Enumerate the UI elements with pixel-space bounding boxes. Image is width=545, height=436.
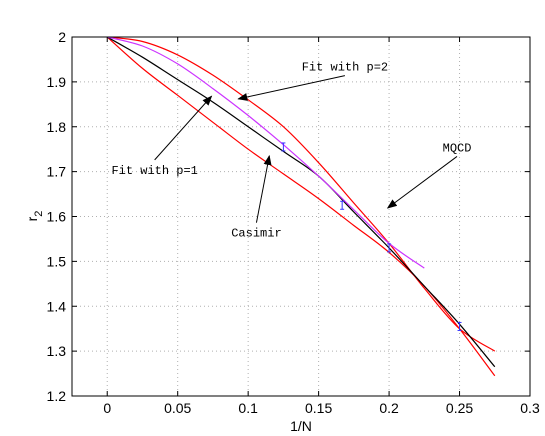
x-tick-label: 0.1 — [238, 400, 258, 416]
y-axis-label-subscript: 2 — [33, 211, 45, 217]
y-tick-label: 1.9 — [47, 74, 67, 90]
y-axis-label-main: r — [24, 216, 40, 221]
annotation-arrow — [386, 156, 458, 209]
y-tick-label: 1.7 — [47, 164, 67, 180]
x-axis-label: 1/N — [290, 418, 312, 434]
annotation-label: Fit with p=2 — [302, 61, 388, 75]
x-tick-label: 0.15 — [305, 400, 332, 416]
y-tick-label: 1.6 — [47, 209, 67, 225]
annotation-label: Fit with p=1 — [111, 164, 197, 178]
y-tick-label: 1.5 — [47, 253, 67, 269]
annotation-arrow — [255, 154, 272, 223]
y-tick-label: 1.4 — [47, 298, 67, 314]
series-line-1 — [107, 37, 496, 352]
y-axis-label: r2 — [24, 211, 45, 222]
x-tick-label: 0 — [103, 400, 111, 416]
y-tick-label: 1.8 — [47, 119, 67, 135]
annotation-arrow — [237, 75, 346, 101]
y-tick-label: 2 — [58, 29, 66, 45]
annotation-label: Casimir — [231, 227, 281, 241]
axis-ticks: 0 0.05 0.1 0.15 0.2 0.25 0.3 1.2 1.3 1.4 1.5 1.6 1.7… — [47, 29, 540, 416]
series-line-3 — [106, 37, 496, 368]
series-lines — [106, 37, 496, 377]
annotations: Fit with p=2 Fit with p=1 MQCD Casimir — [111, 61, 471, 241]
y-tick-label: 1.2 — [47, 388, 67, 404]
annotation-label: MQCD — [443, 141, 472, 155]
x-tick-label: 0.05 — [164, 400, 191, 416]
y-tick-label: 1.3 — [47, 343, 67, 359]
series-line-4 — [107, 37, 425, 269]
x-tick-label: 0.25 — [446, 400, 473, 416]
x-tick-label: 0.3 — [520, 400, 540, 416]
svg-text:r2: r2 — [24, 211, 45, 222]
annotation-arrow — [154, 95, 213, 161]
data-points — [281, 142, 462, 331]
x-tick-label: 0.2 — [379, 400, 399, 416]
